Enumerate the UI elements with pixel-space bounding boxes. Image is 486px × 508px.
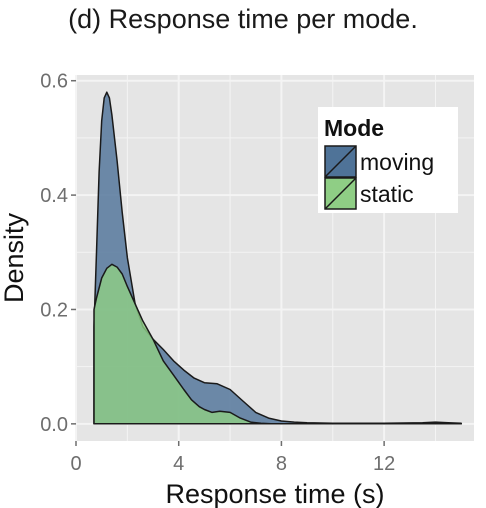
chart-caption: (d) Response time per mode. <box>68 4 418 34</box>
y-tick-label: 0.6 <box>40 71 68 93</box>
legend-key-slash <box>324 177 357 210</box>
x-tick-label: 12 <box>373 453 395 475</box>
y-axis-title: Density <box>0 212 29 303</box>
x-tick-label: 0 <box>70 453 81 475</box>
legend-label-static: static <box>360 181 414 207</box>
y-tick-label: 0.0 <box>40 414 68 436</box>
axes: 0 4 8 12 0.0 0.2 0.4 0.6 <box>40 71 395 475</box>
density-series <box>93 91 462 425</box>
x-tick-label: 4 <box>173 453 184 475</box>
density-area-static <box>93 263 462 425</box>
legend-label-moving: moving <box>360 149 434 175</box>
legend: Mode moving static <box>318 107 458 213</box>
legend-key-slash <box>324 145 357 178</box>
legend-title: Mode <box>324 115 384 141</box>
y-tick-label: 0.2 <box>40 299 68 321</box>
x-axis-title: Response time (s) <box>165 479 384 508</box>
x-tick-label: 8 <box>276 453 287 475</box>
y-tick-label: 0.4 <box>40 185 68 207</box>
